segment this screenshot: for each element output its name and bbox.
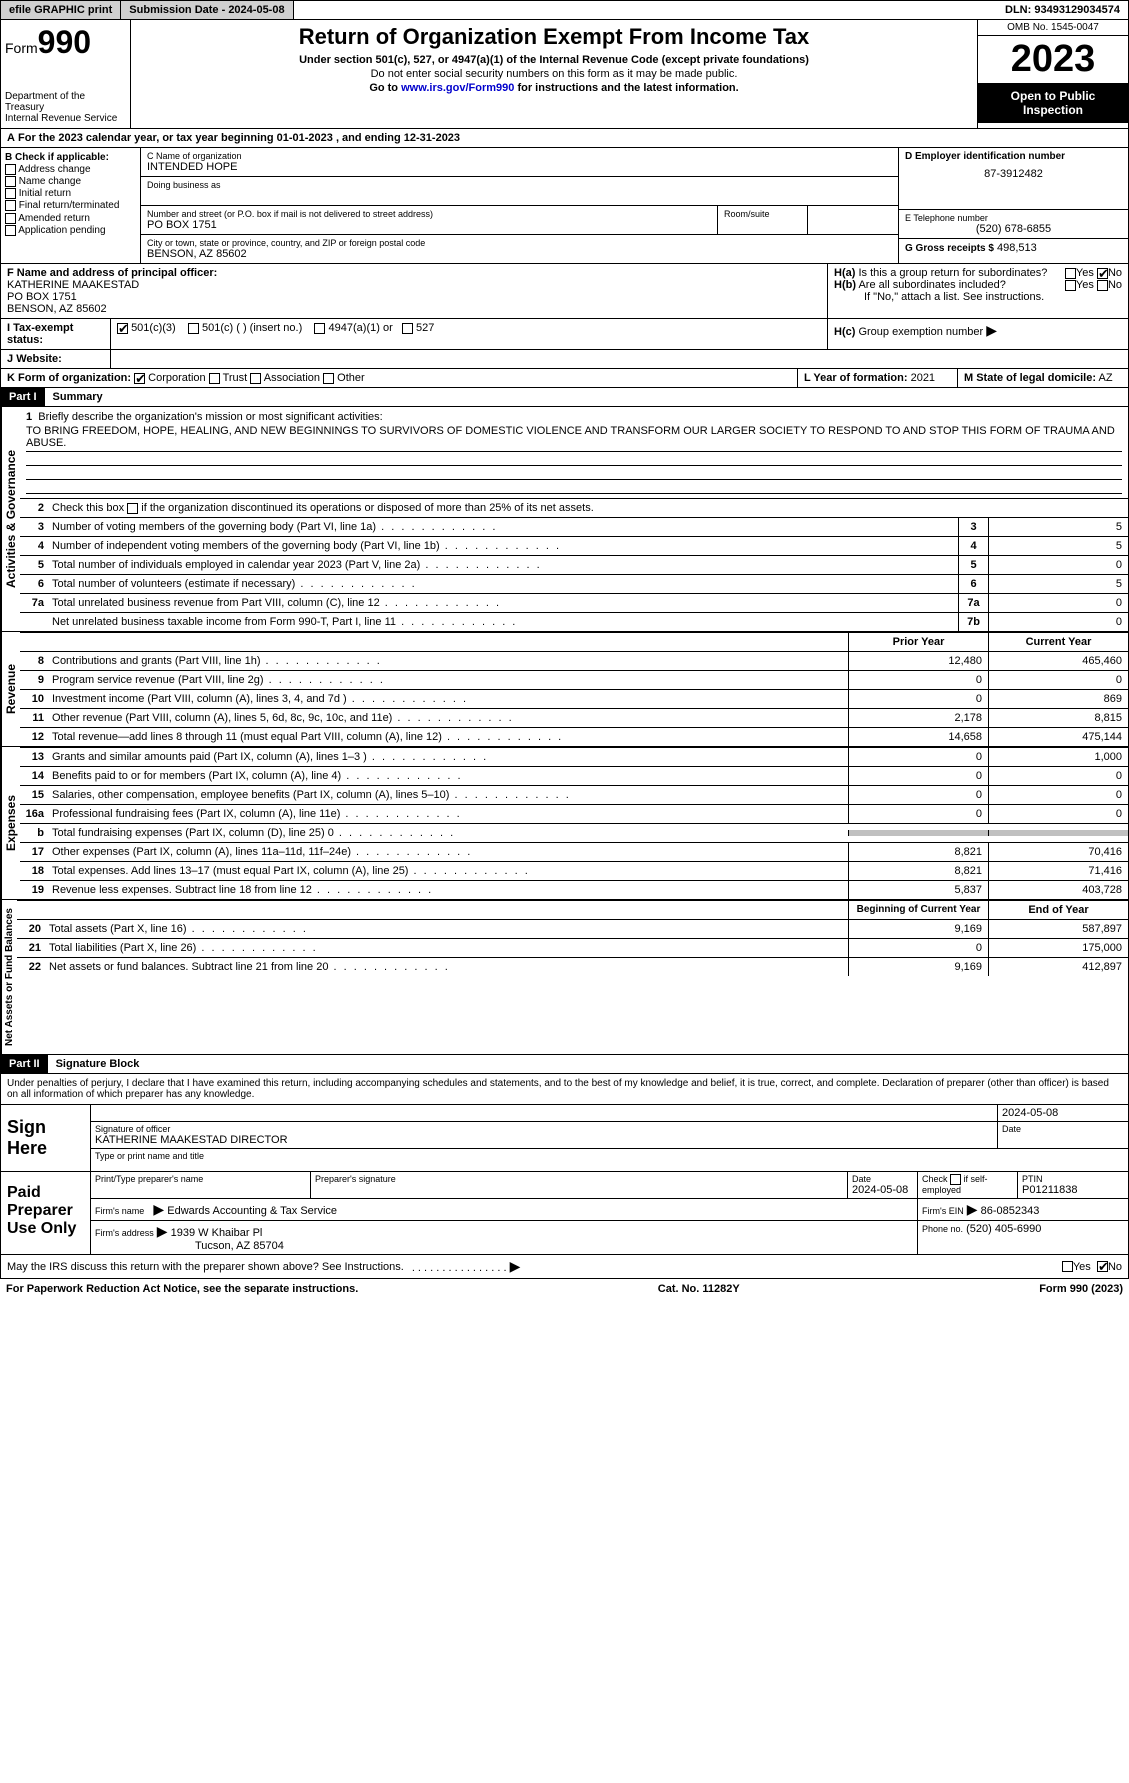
line-5: 5Total number of individuals employed in… [20, 555, 1128, 574]
telephone: (520) 678-6855 [905, 223, 1122, 235]
tax-year: 2023 [978, 36, 1128, 83]
line-a: A For the 2023 calendar year, or tax yea… [0, 129, 1129, 148]
line-17: 17Other expenses (Part IX, column (A), l… [20, 842, 1128, 861]
line-10: 10Investment income (Part VIII, column (… [20, 689, 1128, 708]
line-4: 4Number of independent voting members of… [20, 536, 1128, 555]
line-11: 11Other revenue (Part VIII, column (A), … [20, 708, 1128, 727]
line-22: 22Net assets or fund balances. Subtract … [17, 957, 1128, 976]
ptin: P01211838 [1022, 1184, 1124, 1196]
box-i: 501(c)(3) 501(c) ( ) (insert no.) 4947(a… [111, 319, 828, 349]
subtitle-3: Go to www.irs.gov/Form990 for instructio… [135, 82, 973, 94]
cb-assoc[interactable] [250, 373, 261, 384]
dept-treasury: Department of the Treasury [5, 91, 126, 113]
footer: For Paperwork Reduction Act Notice, see … [0, 1279, 1129, 1299]
box-f: F Name and address of principal officer:… [1, 264, 828, 318]
subtitle-1: Under section 501(c), 527, or 4947(a)(1)… [135, 54, 973, 66]
box-m: M State of legal domicile: AZ [958, 369, 1128, 387]
line-7a: 7aTotal unrelated business revenue from … [20, 593, 1128, 612]
cb-name[interactable] [5, 176, 16, 187]
submission-date[interactable]: Submission Date - 2024-05-08 [121, 1, 293, 19]
cb-ha-no[interactable] [1097, 268, 1108, 279]
open-inspection: Open to Public Inspection [978, 83, 1128, 123]
box-h: H(a) Is this a group return for subordin… [828, 264, 1128, 318]
cb-501c3[interactable] [117, 323, 128, 334]
side-expenses: Expenses [1, 747, 20, 899]
firm-name: Edwards Accounting & Tax Service [167, 1205, 337, 1217]
line-6: 6Total number of volunteers (estimate if… [20, 574, 1128, 593]
mission-text: TO BRING FREEDOM, HOPE, HEALING, AND NEW… [26, 423, 1122, 452]
efile-button[interactable]: efile GRAPHIC print [1, 1, 121, 19]
website [111, 350, 1128, 368]
box-l: L Year of formation: 2021 [798, 369, 958, 387]
cb-corp[interactable] [134, 373, 145, 384]
line-: Net unrelated business taxable income fr… [20, 612, 1128, 631]
line-18: 18Total expenses. Add lines 13–17 (must … [20, 861, 1128, 880]
cb-527[interactable] [402, 323, 413, 334]
line-15: 15Salaries, other compensation, employee… [20, 785, 1128, 804]
omb-number: OMB No. 1545-0047 [978, 20, 1128, 36]
box-c: C Name of organization INTENDED HOPE Doi… [141, 148, 898, 263]
cb-ha-yes[interactable] [1065, 268, 1076, 279]
sig-declaration: Under penalties of perjury, I declare th… [0, 1074, 1129, 1105]
cb-l2[interactable] [127, 503, 138, 514]
cb-selfemp[interactable] [950, 1174, 961, 1185]
line-3: 3Number of voting members of the governi… [20, 517, 1128, 536]
sign-here: Sign Here [1, 1105, 91, 1171]
line-14: 14Benefits paid to or for members (Part … [20, 766, 1128, 785]
box-hc: H(c) Group exemption number ▶ [828, 319, 1128, 349]
cb-501c[interactable] [188, 323, 199, 334]
box-i-label: I Tax-exempt status: [1, 319, 111, 349]
form-header: Form990 Department of the Treasury Inter… [0, 20, 1129, 129]
irs-link[interactable]: www.irs.gov/Form990 [401, 82, 514, 94]
dln: DLN: 93493129034574 [997, 1, 1128, 19]
line-8: 8Contributions and grants (Part VIII, li… [20, 651, 1128, 670]
side-governance: Activities & Governance [1, 407, 20, 631]
org-name: INTENDED HOPE [147, 161, 892, 173]
irs-label: Internal Revenue Service [5, 113, 126, 124]
side-revenue: Revenue [1, 632, 20, 746]
cb-other[interactable] [323, 373, 334, 384]
line-9: 9Program service revenue (Part VIII, lin… [20, 670, 1128, 689]
line-19: 19Revenue less expenses. Subtract line 1… [20, 880, 1128, 899]
box-b: B Check if applicable: Address change Na… [1, 148, 141, 263]
line-21: 21Total liabilities (Part X, line 26)017… [17, 938, 1128, 957]
cb-hb-no[interactable] [1097, 280, 1108, 291]
cb-discuss-no[interactable] [1097, 1261, 1108, 1272]
org-city: BENSON, AZ 85602 [147, 248, 892, 260]
form-title: Return of Organization Exempt From Incom… [135, 24, 973, 50]
cb-address[interactable] [5, 164, 16, 175]
officer-name: KATHERINE MAAKESTAD DIRECTOR [95, 1134, 993, 1146]
header-bar: efile GRAPHIC print Submission Date - 20… [0, 0, 1129, 20]
line-20: 20Total assets (Part X, line 16)9,169587… [17, 919, 1128, 938]
part-2-header: Part II [1, 1055, 48, 1073]
subtitle-2: Do not enter social security numbers on … [135, 68, 973, 80]
cb-4947[interactable] [314, 323, 325, 334]
firm-ein: 86-0852343 [981, 1205, 1040, 1217]
line-12: 12Total revenue—add lines 8 through 11 (… [20, 727, 1128, 746]
side-netassets: Net Assets or Fund Balances [1, 900, 17, 1054]
part-1-header: Part I [1, 388, 45, 406]
cb-final[interactable] [5, 200, 16, 211]
firm-phone: (520) 405-6990 [966, 1223, 1041, 1235]
cb-pending[interactable] [5, 225, 16, 236]
box-k: K Form of organization: Corporation Trus… [1, 369, 798, 387]
cb-discuss-yes[interactable] [1062, 1261, 1073, 1272]
line-b: bTotal fundraising expenses (Part IX, co… [20, 823, 1128, 842]
org-address: PO BOX 1751 [147, 219, 711, 231]
cb-initial[interactable] [5, 188, 16, 199]
form-number: Form990 [5, 24, 126, 61]
ein: 87-3912482 [905, 168, 1122, 180]
line-16a: 16aProfessional fundraising fees (Part I… [20, 804, 1128, 823]
discuss-row: May the IRS discuss this return with the… [0, 1255, 1129, 1279]
gross-receipts: 498,513 [997, 242, 1037, 254]
paid-preparer: Paid Preparer Use Only [1, 1172, 91, 1254]
cb-trust[interactable] [209, 373, 220, 384]
cb-hb-yes[interactable] [1065, 280, 1076, 291]
cb-amended[interactable] [5, 213, 16, 224]
line-13: 13Grants and similar amounts paid (Part … [20, 747, 1128, 766]
